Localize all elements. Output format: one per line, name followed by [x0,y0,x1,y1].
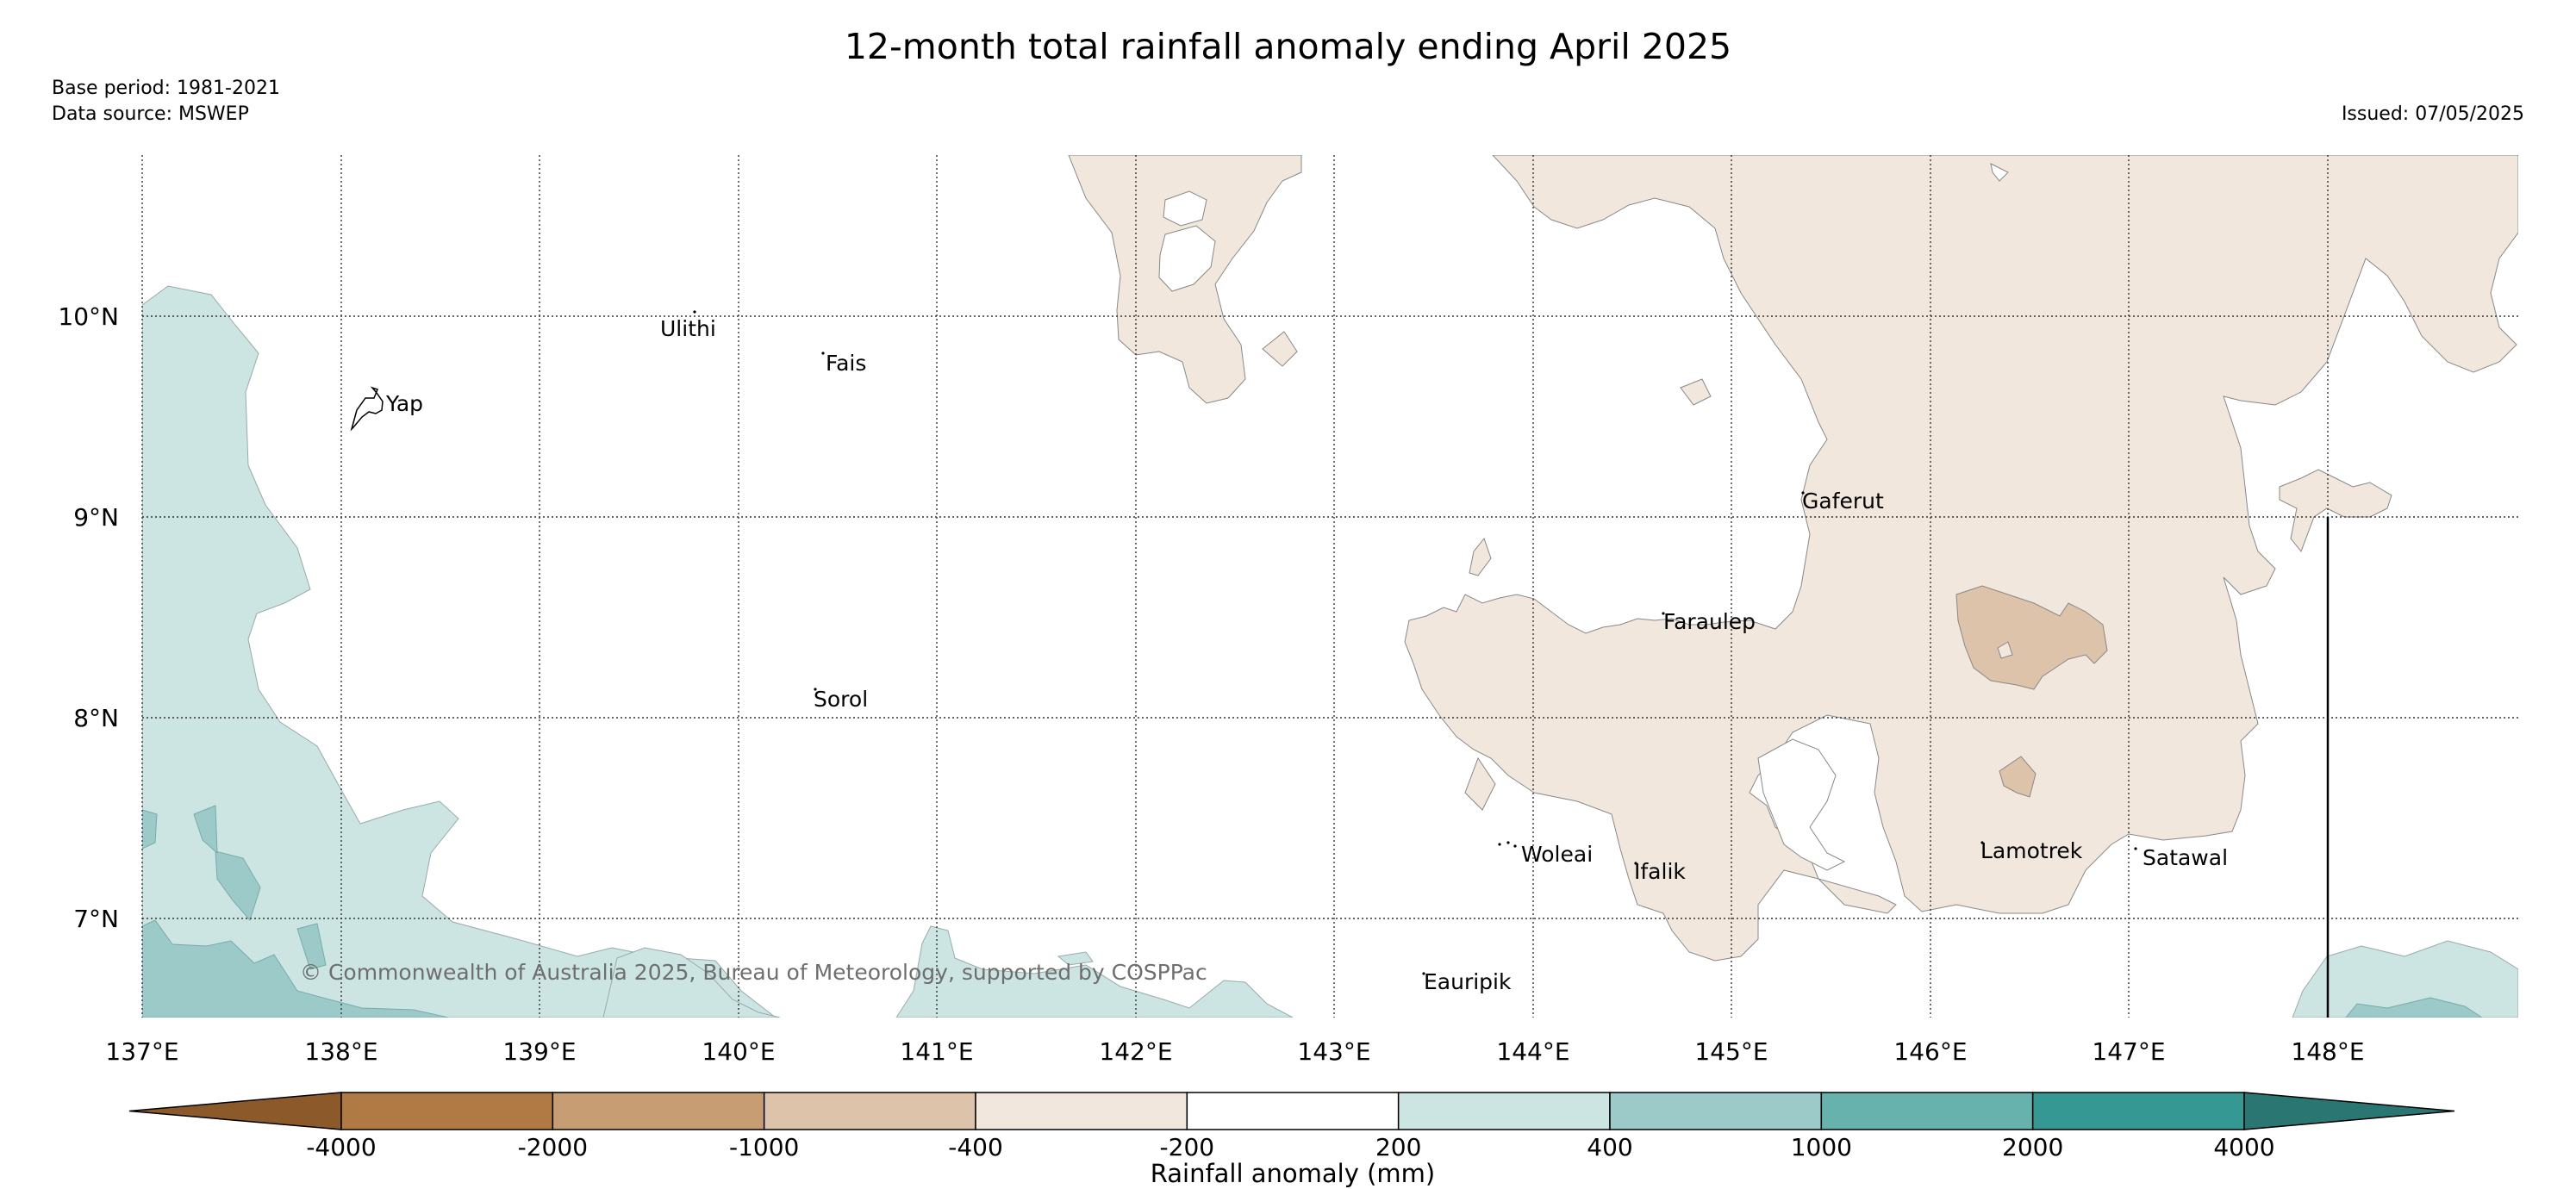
colorbar-bin-2 [552,1092,765,1130]
wet-anomaly-region-141e [895,925,1294,1018]
colorbar-bin-5 [1186,1092,1400,1130]
lon-tick-137: 137°E [105,1037,178,1066]
lon-tick-139: 139°E [502,1037,576,1066]
colorbar-tick-label: -4000 [306,1133,376,1161]
wet-anomaly-region-east [2292,940,2518,1018]
dry-hole-1 [1163,190,1207,227]
wet-anomaly-blob-1 [215,850,261,922]
colorbar-tick-label: -400 [948,1133,1003,1161]
lon-tick-146: 146°E [1893,1037,1967,1066]
lon-tick-147: 147°E [2092,1037,2165,1066]
lat-tick-8: 8°N [73,704,119,732]
place-label-fais: Fais [826,351,866,376]
place-label-ifalik: Ifalik [1634,859,1686,884]
colorbar-bin-6 [1397,1092,1611,1130]
base-period: Base period: 1981-2021 [52,78,280,99]
place-label-woleai: Woleai [1521,842,1593,867]
dry-hole-2 [1158,225,1216,292]
lon-tick-145: 145°E [1694,1037,1768,1066]
colorbar-bin-7 [1609,1092,1823,1130]
place-label-satawal: Satawal [2143,845,2228,870]
longitude-ticks: 137°E 138°E 139°E 140°E 141°E 142°E 143°… [105,1037,2364,1066]
place-label-ulithi: Ulithi [660,316,716,341]
place-label-gaferut: Gaferut [1802,489,1884,514]
colorbar-bin-8 [1820,1092,2034,1130]
dry-anomaly-region-east [1404,155,2518,962]
yap-island-outline [350,386,384,432]
colorbar-tick-label: 2000 [2002,1133,2063,1161]
lon-tick-142: 142°E [1099,1037,1172,1066]
place-label-yap: Yap [385,391,423,416]
wet-anomaly-islet [1057,951,1094,966]
lon-tick-141: 141°E [900,1037,973,1066]
dry-anomaly-core-2 [1999,756,2036,798]
colorbar-bin-1 [340,1092,554,1130]
place-labels: Yap Ulithi Fais Sorol Gaferut Faraulep W… [385,310,2228,994]
map-area [142,155,2518,1018]
latitude-ticks: 7°N 8°N 9°N 10°N [58,302,119,933]
dry-hole-core [1997,641,2013,659]
dry-islet-east-1 [1680,378,1712,406]
lon-tick-144: 144°E [1496,1037,1569,1066]
lat-tick-9: 9°N [73,503,119,532]
map-title: 12-month total rainfall anomaly ending A… [844,26,1732,67]
data-source: Data source: MSWEP [52,103,249,125]
dry-islet-east-3 [1464,756,1496,811]
copyright-notice: © Commonwealth of Australia 2025, Bureau… [300,960,1207,985]
dry-islet-east-4 [2279,469,2392,552]
place-label-lamotrek: Lamotrek [1980,838,2083,863]
wet-anomaly-blob-2 [193,805,218,855]
wet-anomaly-core-east [2345,997,2483,1018]
lon-tick-143: 143°E [1297,1037,1370,1066]
dry-hole-east-1 [1757,738,1846,871]
colorbar: -4000 -2000 -1000 -400 -200 200 400 1000 2000 400… [128,1092,2455,1161]
colorbar-bin-9 [2031,1092,2245,1130]
dry-anomaly-core-1 [1955,585,2108,690]
colorbar-tick-label: 4000 [2213,1133,2274,1161]
dry-islet-east-2 [1469,537,1492,576]
wet-anomaly-region-central-south [602,947,781,1018]
issued-date: Issued: 07/05/2025 [2341,103,2524,125]
colorbar-tick-label: -2000 [518,1133,588,1161]
colorbar-title: Rainfall anomaly (mm) [1151,1159,1436,1188]
place-label-eauripik: Eauripik [1424,969,1512,994]
colorbar-tick-label: 200 [1375,1133,1421,1161]
lon-tick-148: 148°E [2291,1037,2364,1066]
wet-anomaly-region-west [142,285,777,1018]
lat-tick-7: 7°N [73,905,119,933]
wet-anomaly-blob-3 [142,809,158,850]
lon-tick-140: 140°E [702,1037,775,1066]
colorbar-bin-3 [763,1092,976,1130]
place-label-faraulep: Faraulep [1663,609,1756,634]
wet-anomaly-blob-4 [296,923,327,970]
dry-hole-east-2 [1990,163,2009,182]
colorbar-extend-min [128,1092,342,1130]
colorbar-tick-label: -200 [1160,1133,1215,1161]
lat-tick-10: 10°N [58,302,119,331]
graticule [141,155,2518,1018]
colorbar-extend-max [2243,1092,2455,1130]
wet-anomaly-core-west [142,919,449,1018]
colorbar-tick-label: 400 [1587,1133,1632,1161]
place-label-sorol: Sorol [814,687,868,712]
colorbar-tick-label: -1000 [729,1133,799,1161]
colorbar-tick-label: 1000 [1791,1133,1852,1161]
dry-islet-1 [1262,331,1298,367]
lon-tick-138: 138°E [304,1037,377,1066]
colorbar-bin-4 [975,1092,1188,1130]
